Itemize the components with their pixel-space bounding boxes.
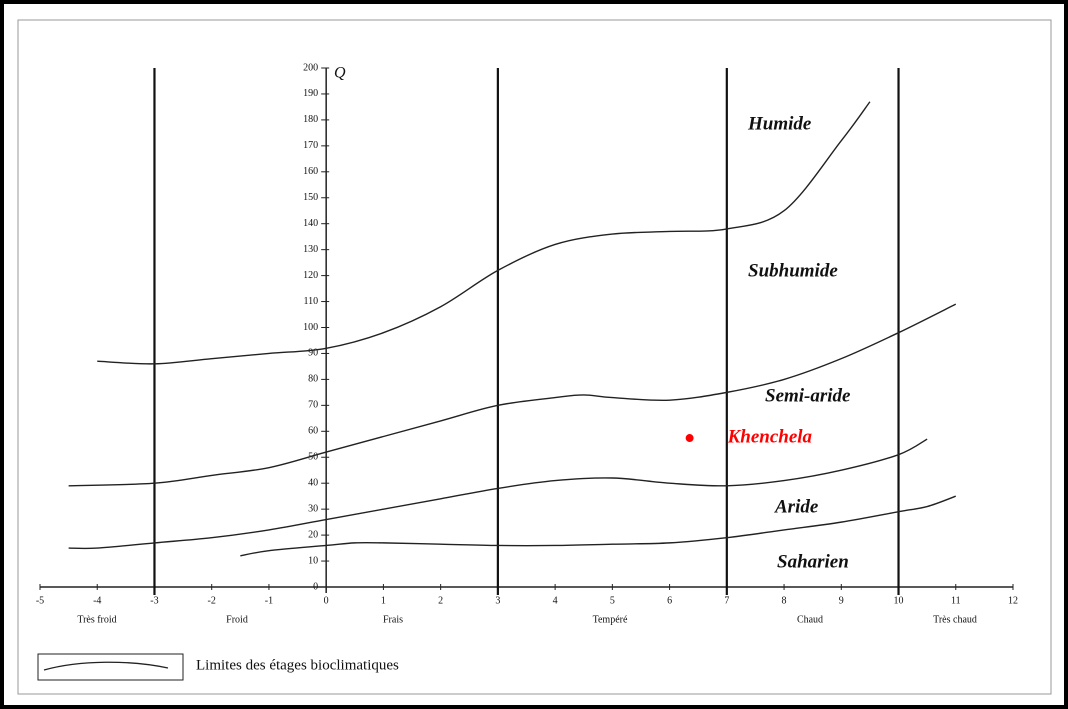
zone-label: Semi-aride [765, 385, 851, 406]
y-tick-label: 50 [308, 452, 318, 463]
y-tick-label: 110 [304, 296, 319, 307]
station-label: Khenchela [727, 426, 813, 447]
legend-line [43, 661, 169, 671]
y-tick-label: 40 [308, 477, 318, 488]
legend-label: Limites des étages bioclimatiques [196, 657, 399, 673]
y-tick-label: 190 [303, 88, 318, 99]
x-tick-label: 11 [951, 595, 961, 606]
x-tick-label: 1 [381, 595, 386, 606]
y-tick-label: 0 [313, 581, 318, 592]
x-tick-label: 4 [553, 595, 558, 606]
region-label: Chaud [797, 614, 823, 625]
y-tick-label: 80 [308, 374, 318, 385]
y-tick-label: 130 [303, 244, 318, 255]
y-tick-label: 160 [303, 166, 318, 177]
x-tick-label: 0 [324, 595, 329, 606]
x-tick-label: 3 [495, 595, 500, 606]
x-tick-label: -4 [93, 595, 101, 606]
y-tick-label: 150 [303, 192, 318, 203]
y-tick-label: 20 [308, 529, 318, 540]
x-tick-label: 8 [782, 595, 787, 606]
y-tick-label: 140 [303, 218, 318, 229]
y-tick-label: 90 [308, 348, 318, 359]
x-tick-label: 12 [1008, 595, 1018, 606]
region-label: Très chaud [933, 614, 977, 625]
y-axis-label: Q [334, 65, 346, 82]
station-point [685, 434, 694, 443]
y-tick-label: 180 [303, 114, 318, 125]
zone-label: Saharien [777, 551, 849, 572]
x-tick-label: 2 [438, 595, 443, 606]
y-tick-label: 120 [303, 270, 318, 281]
boundary-curve [240, 495, 957, 557]
x-tick-label: -5 [36, 595, 44, 606]
zone-label: Humide [747, 113, 812, 134]
x-tick-label: 9 [839, 595, 844, 606]
region-label: Froid [226, 614, 248, 625]
y-tick-label: 200 [303, 62, 318, 73]
x-tick-label: 6 [667, 595, 672, 606]
y-tick-label: 100 [303, 322, 318, 333]
inner-frame [17, 19, 1052, 695]
x-tick-label: -3 [150, 595, 158, 606]
boundary-curve [97, 101, 871, 365]
zone-label: Subhumide [748, 260, 838, 281]
x-tick-label: 7 [724, 595, 729, 606]
boundary-curve [68, 438, 928, 550]
y-tick-label: 10 [308, 555, 318, 566]
region-label: Tempéré [593, 614, 628, 625]
region-label: Très froid [77, 614, 116, 625]
legend-box [37, 653, 184, 681]
y-tick-label: 170 [303, 140, 318, 151]
zone-label: Aride [774, 496, 819, 517]
region-label: Frais [383, 614, 403, 625]
boundary-curve [68, 303, 957, 487]
x-tick-label: -2 [208, 595, 216, 606]
y-tick-label: 30 [308, 503, 318, 514]
x-tick-label: 10 [894, 595, 904, 606]
x-tick-label: 5 [610, 595, 615, 606]
y-tick-label: 60 [308, 426, 318, 437]
y-tick-label: 70 [308, 400, 318, 411]
x-tick-label: -1 [265, 595, 273, 606]
